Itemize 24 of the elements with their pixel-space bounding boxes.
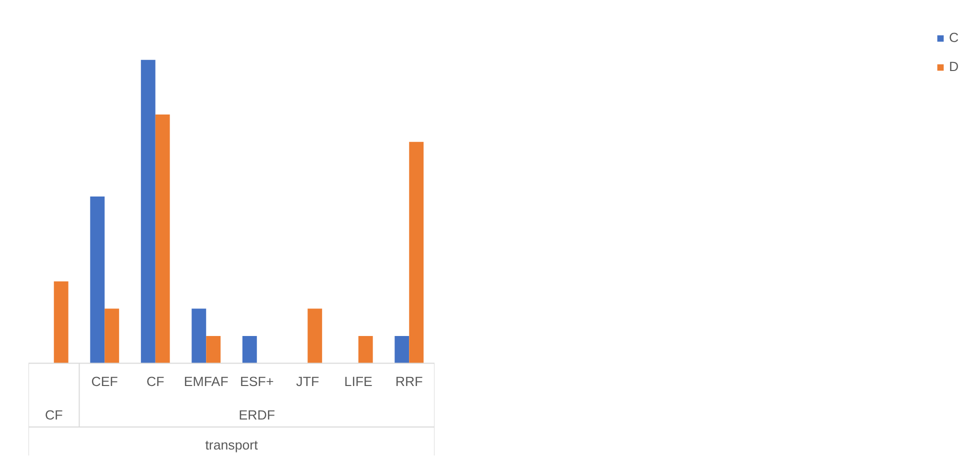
x-tick-label: LIFE: [344, 374, 373, 389]
x-tick-label: CEF: [91, 374, 118, 389]
bar: [192, 308, 206, 364]
text: CF: [44, 407, 63, 422]
x-tick-label: CF: [146, 374, 164, 389]
bar: [54, 281, 68, 364]
text: transport: [205, 438, 258, 453]
x-tick-label: JTF: [296, 374, 320, 389]
x-tick-label: ESF+: [240, 374, 274, 389]
bar: [242, 336, 257, 364]
bar: [90, 196, 105, 364]
text: ERDF: [238, 407, 276, 422]
bar: [206, 336, 221, 364]
bar: [155, 114, 170, 364]
bar: [409, 142, 424, 364]
bar: [358, 336, 373, 364]
x-tick-label: EMFAF: [184, 374, 228, 389]
bar: [104, 308, 120, 364]
legend-label: C: [949, 30, 960, 45]
bar: [140, 60, 156, 364]
bar: [394, 336, 410, 364]
x-tick-label: RRF: [395, 374, 423, 389]
bar: [308, 308, 322, 364]
legend-label: D: [949, 59, 960, 74]
